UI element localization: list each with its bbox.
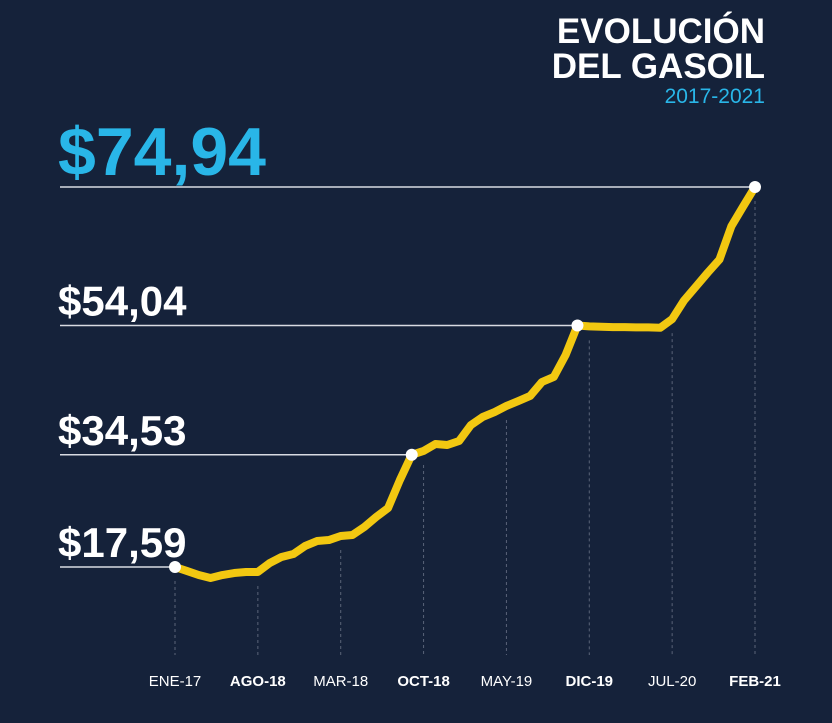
x-tick-label: OCT-18: [397, 673, 450, 690]
x-tick-label: AGO-18: [230, 673, 286, 690]
x-tick-label: JUL-20: [648, 673, 696, 690]
point-marker: [169, 561, 181, 573]
point-marker: [571, 319, 584, 332]
x-tick-label: FEB-21: [729, 673, 781, 690]
value-label: $54,04: [58, 277, 187, 324]
x-tick-label: MAR-18: [313, 673, 368, 690]
line-series: [171, 183, 759, 582]
value-label: $74,94: [58, 114, 266, 190]
value-label: $34,53: [58, 407, 186, 454]
point-marker: [749, 181, 761, 193]
chart-title: EVOLUCIÓN: [557, 11, 765, 51]
x-tick-label: ENE-17: [149, 673, 202, 690]
value-label: $17,59: [58, 519, 186, 566]
chart-subtitle: 2017-2021: [665, 85, 765, 108]
chart-title: DEL GASOIL: [552, 47, 765, 86]
x-tick-label: DIC-19: [566, 673, 614, 690]
x-tick-label: MAY-19: [481, 673, 533, 690]
point-marker: [405, 448, 418, 461]
